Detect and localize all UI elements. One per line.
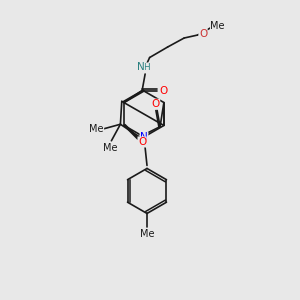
Text: O: O <box>138 137 146 147</box>
Text: N: N <box>137 62 145 72</box>
Text: Me: Me <box>103 143 117 153</box>
Text: Me: Me <box>211 21 225 31</box>
Text: O: O <box>199 28 207 38</box>
Text: O: O <box>152 99 160 109</box>
Text: Me: Me <box>140 229 154 238</box>
Text: H: H <box>143 63 150 72</box>
Text: N: N <box>140 132 148 142</box>
Text: Me: Me <box>89 124 103 134</box>
Text: O: O <box>159 85 167 95</box>
